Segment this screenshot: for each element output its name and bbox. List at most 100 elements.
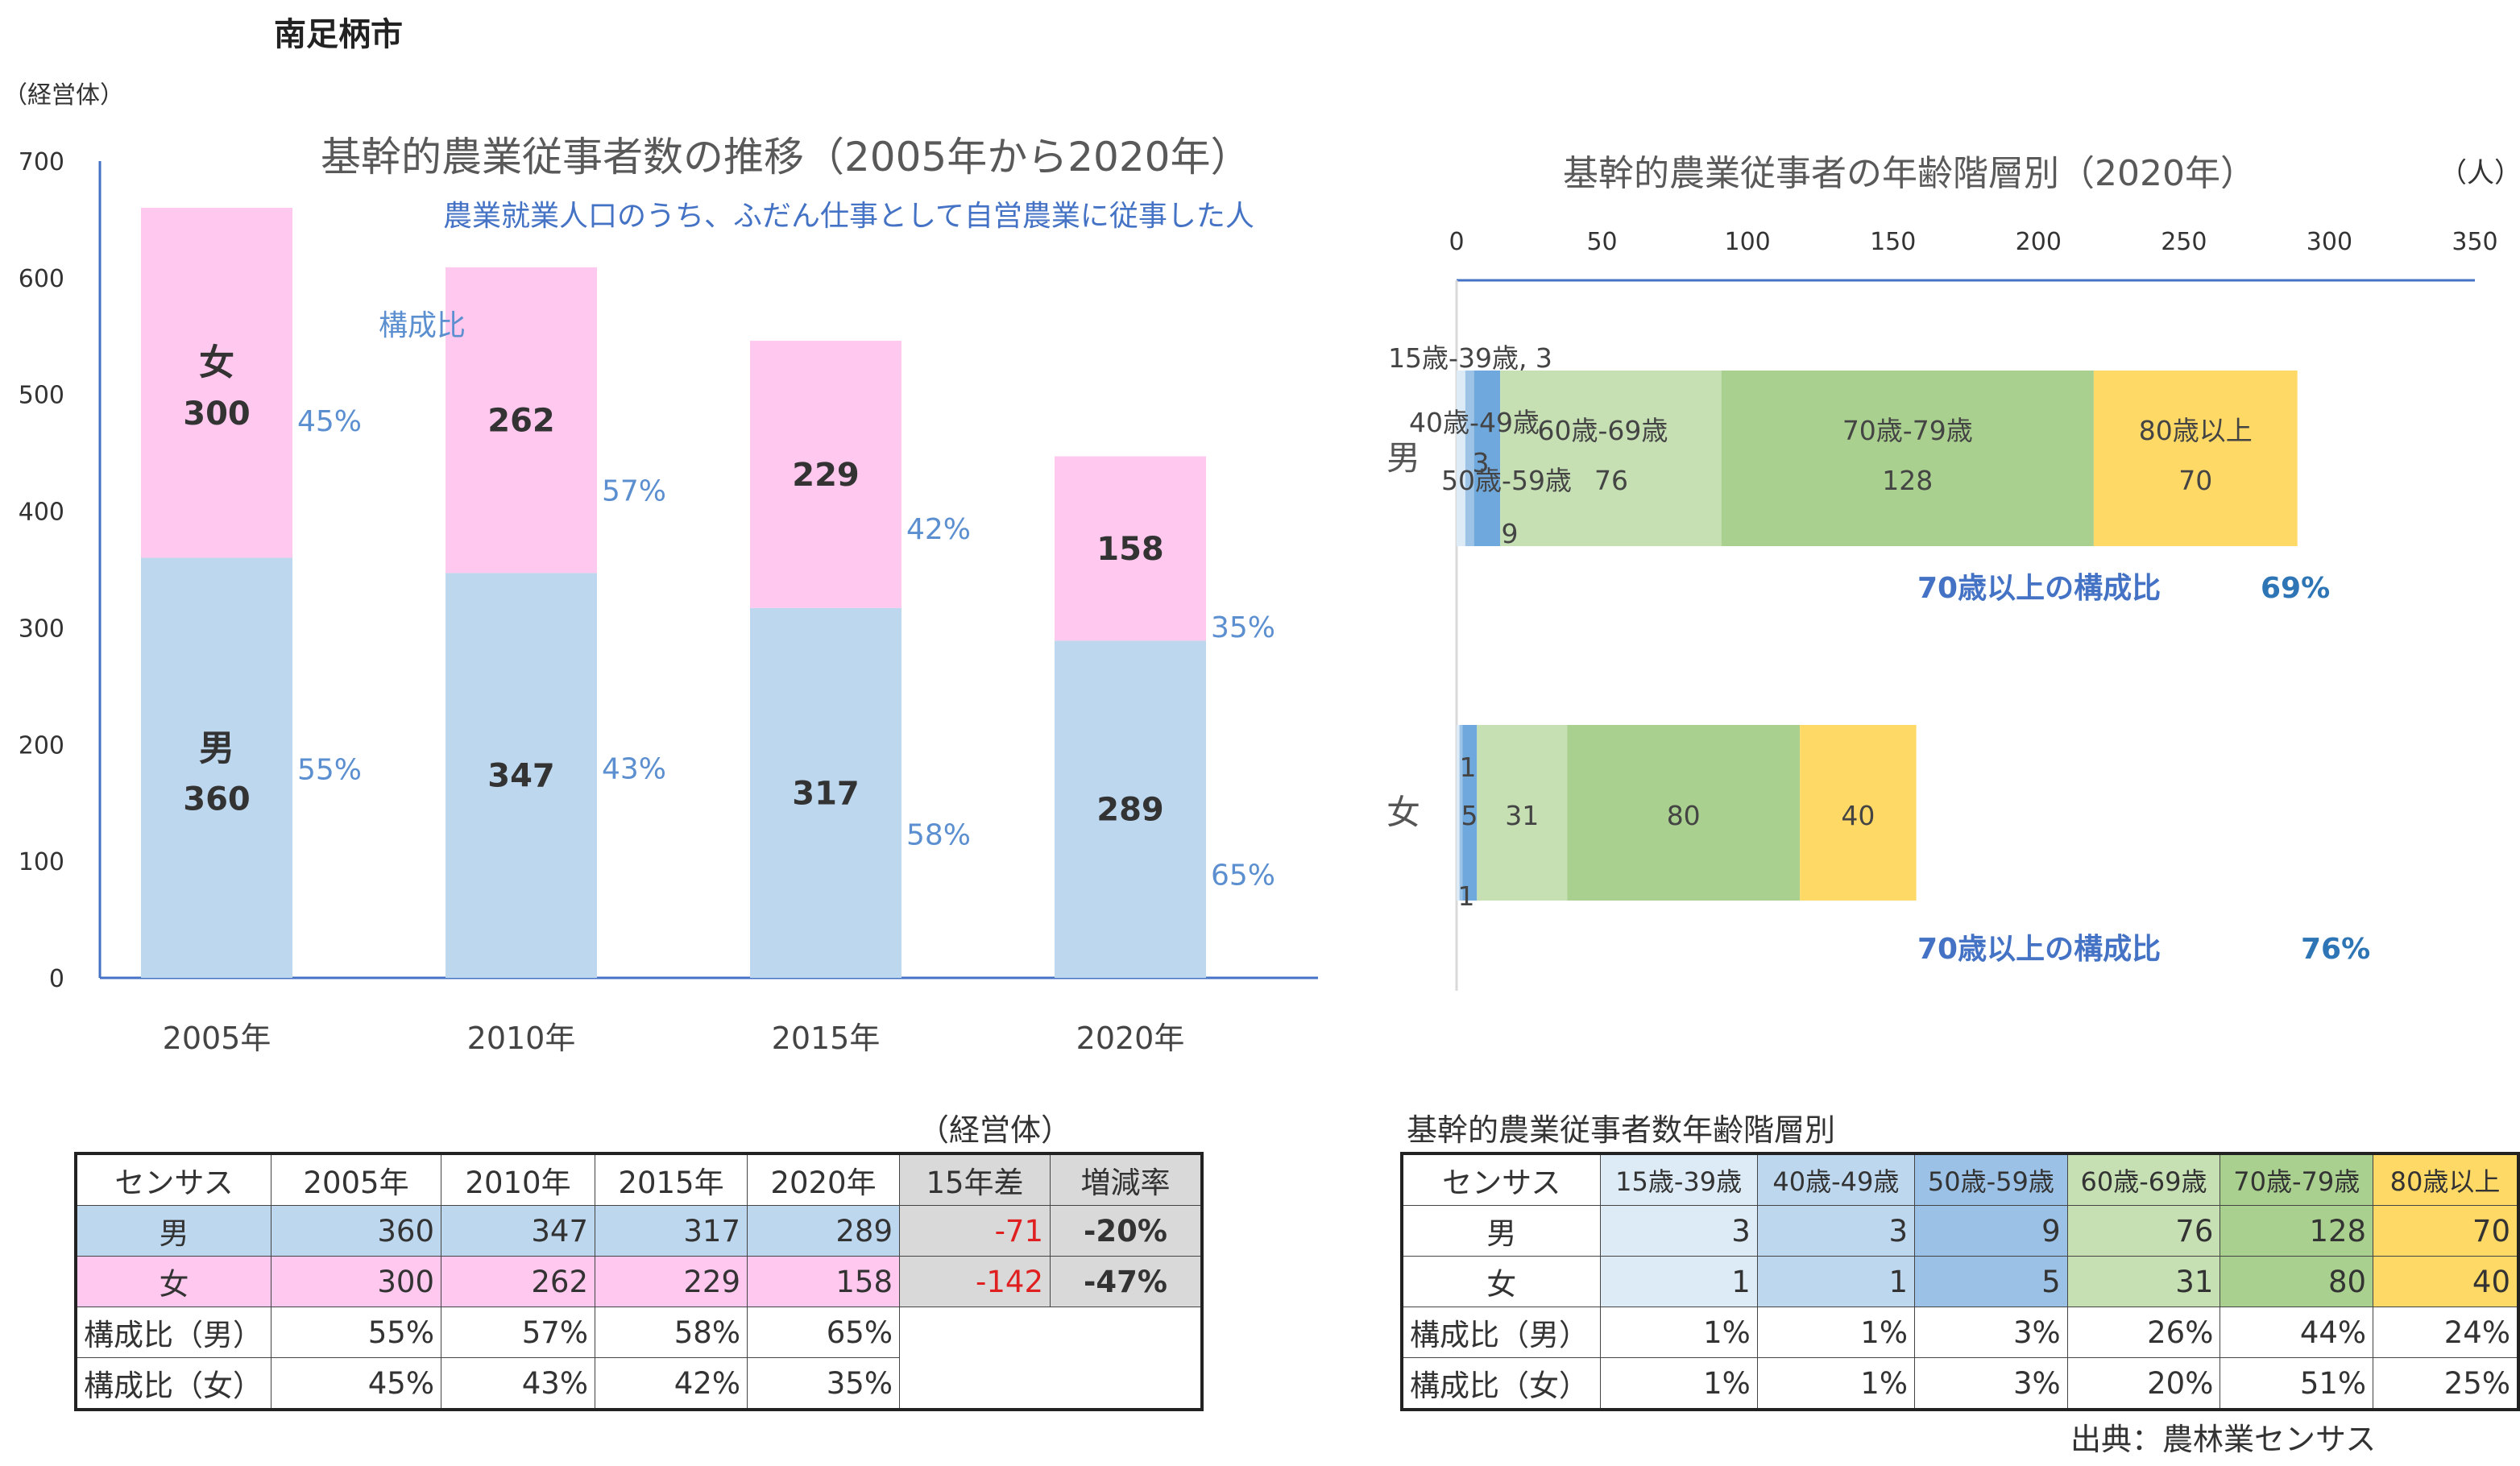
- table-cell: 289: [747, 1205, 900, 1257]
- table-cell: 317: [595, 1205, 748, 1257]
- table-header-row: センサス 2005年 2010年 2015年 2020年 15年差 増減率: [75, 1153, 1203, 1206]
- y-tick-label: 500: [19, 382, 64, 410]
- table-cell: 1%: [1599, 1307, 1758, 1358]
- bar-female: [750, 341, 901, 608]
- ratio-label: 43%: [602, 753, 666, 786]
- bar-male: [750, 607, 901, 978]
- annotation-label: 70歳以上の構成比: [1917, 933, 2161, 966]
- data-label: 1: [1458, 880, 1475, 912]
- bar-segment: [1477, 725, 1568, 901]
- y-tick-label: 600: [19, 265, 64, 293]
- x-tick-label: 2010年: [467, 1021, 576, 1056]
- table-header: 15歳-39歳: [1599, 1153, 1758, 1206]
- table-cell: 262: [441, 1256, 595, 1307]
- table-cell: 70: [2373, 1205, 2519, 1257]
- table-cell: 構成比（女）: [75, 1357, 271, 1410]
- bar-segment: [1457, 371, 1465, 546]
- table-cell: 42%: [595, 1357, 748, 1410]
- ratio-label: 45%: [297, 405, 362, 438]
- bar-segment: [1465, 371, 1474, 546]
- annotation-value: 76%: [2301, 933, 2370, 966]
- table-cell: 57%: [441, 1307, 595, 1358]
- left-chart-title: 基幹的農業従事者数の推移（2005年から2020年）: [321, 134, 1251, 180]
- table-cell: 1: [1599, 1256, 1758, 1307]
- bar-segment: [1721, 371, 2094, 546]
- ratio-label: 55%: [297, 753, 362, 786]
- table-cell: 158: [747, 1256, 900, 1307]
- table-cell: 1: [1756, 1256, 1916, 1307]
- bar-segment: [2093, 371, 2298, 546]
- table-cell: 3%: [1914, 1307, 2068, 1358]
- x-tick-label: 2005年: [163, 1021, 271, 1056]
- table-header: 2015年: [595, 1153, 748, 1206]
- table-cell: 1%: [1756, 1307, 1916, 1358]
- table-row: 男 360 347 317 289 -71 -20%: [75, 1205, 1203, 1257]
- y-tick-label: 200: [19, 731, 64, 760]
- ratio-label: 57%: [602, 475, 666, 508]
- y-tick-label: 0: [49, 965, 64, 993]
- table-header: 40歳-49歳: [1756, 1153, 1916, 1206]
- bar-female: [141, 207, 292, 558]
- y-tick-label: 700: [19, 148, 64, 176]
- data-label: 80: [1667, 800, 1701, 831]
- table-row: 構成比（男） 1% 1% 3% 26% 44% 24%: [1401, 1307, 2519, 1358]
- table-cell: 128: [2220, 1205, 2374, 1257]
- left-chart-axes: 0 100 200 300 400 500 600 700: [19, 148, 1318, 993]
- category-label: 男: [1386, 438, 1420, 478]
- bar-segment: [1457, 725, 1460, 901]
- x-tick-label: 2020年: [1076, 1021, 1185, 1056]
- y-tick-label: 300: [19, 615, 64, 643]
- x-tick-label: 300: [2307, 228, 2352, 256]
- table-header: 80歳以上: [2373, 1153, 2519, 1206]
- table-header: センサス: [75, 1153, 271, 1206]
- table-cell: -20%: [1050, 1205, 1203, 1257]
- table-cell: 35%: [747, 1357, 900, 1410]
- table-cell: 25%: [2373, 1357, 2519, 1410]
- annotation-label: 70歳以上の構成比: [1917, 572, 2161, 605]
- table-cell: 5: [1914, 1256, 2068, 1307]
- table-cell: 3: [1756, 1205, 1916, 1257]
- left-chart-labels: 2005年 男 360 女 300 55% 45% 2010年 347 262 43% 57% 2015…: [163, 309, 1275, 1056]
- table2-title: 基幹的農業従事者数年齢階層別: [1407, 1112, 1836, 1148]
- age-table: センサス 15歳-39歳 40歳-49歳 50歳-59歳 60歳-69歳 70歳…: [1400, 1152, 2520, 1411]
- table1-unit: （経営体）: [918, 1112, 1072, 1148]
- table-cell: 3%: [1914, 1357, 2068, 1410]
- y-tick-label: 400: [19, 499, 64, 527]
- table-cell: 構成比（女）: [1401, 1357, 1601, 1410]
- table-cell: 80: [2220, 1256, 2374, 1307]
- data-label: 360: [183, 781, 251, 818]
- table-header: 70歳-79歳: [2220, 1153, 2374, 1206]
- table-row: 構成比（女） 1% 1% 3% 20% 51% 25%: [1401, 1357, 2519, 1410]
- table-header: 50歳-59歳: [1914, 1153, 2068, 1206]
- table-cell: 360: [271, 1205, 441, 1257]
- trend-stacked-bar-chart: （経営体） 基幹的農業従事者数の推移（2005年から2020年） 農業就業人口の…: [3, 81, 1318, 1056]
- data-label: 300: [183, 395, 251, 433]
- left-chart-bars: [141, 207, 1206, 978]
- table-cell: 31: [2066, 1256, 2221, 1307]
- table-cell: 43%: [441, 1357, 595, 1410]
- x-tick-label: 200: [2016, 228, 2062, 256]
- table-header: 15年差: [899, 1153, 1051, 1206]
- data-label: 229: [792, 457, 860, 494]
- left-chart-subtitle: 農業就業人口のうち、ふだん仕事として自営農業に従事した人: [443, 200, 1254, 233]
- segment-label: 80歳以上: [2139, 415, 2253, 446]
- table-cell: 51%: [2220, 1357, 2374, 1410]
- page-title: 南足柄市: [274, 16, 403, 53]
- left-chart-ylabel: （経営体）: [3, 81, 124, 110]
- table-cell: 女: [75, 1256, 271, 1307]
- x-tick-label: 2015年: [772, 1021, 881, 1056]
- table-header-row: センサス 15歳-39歳 40歳-49歳 50歳-59歳 60歳-69歳 70歳…: [1401, 1153, 2519, 1206]
- table-row: 構成比（女） 45% 43% 42% 35%: [75, 1357, 1202, 1410]
- segment-label: 40歳-49歳: [1409, 407, 1540, 438]
- table-cell: 24%: [2373, 1307, 2519, 1358]
- table-cell: 76: [2066, 1205, 2221, 1257]
- table-cell: 44%: [2220, 1307, 2374, 1358]
- table-cell: 65%: [747, 1307, 900, 1358]
- table-cell: 9: [1914, 1205, 2068, 1257]
- table-row: 女 1 1 5 31 80 40: [1401, 1256, 2519, 1307]
- series-name-label: 女: [199, 342, 234, 383]
- bar-male: [141, 557, 292, 978]
- annotation-value: 69%: [2261, 572, 2330, 605]
- bar-segment: [1459, 725, 1463, 901]
- ratio-label: 35%: [1211, 611, 1275, 644]
